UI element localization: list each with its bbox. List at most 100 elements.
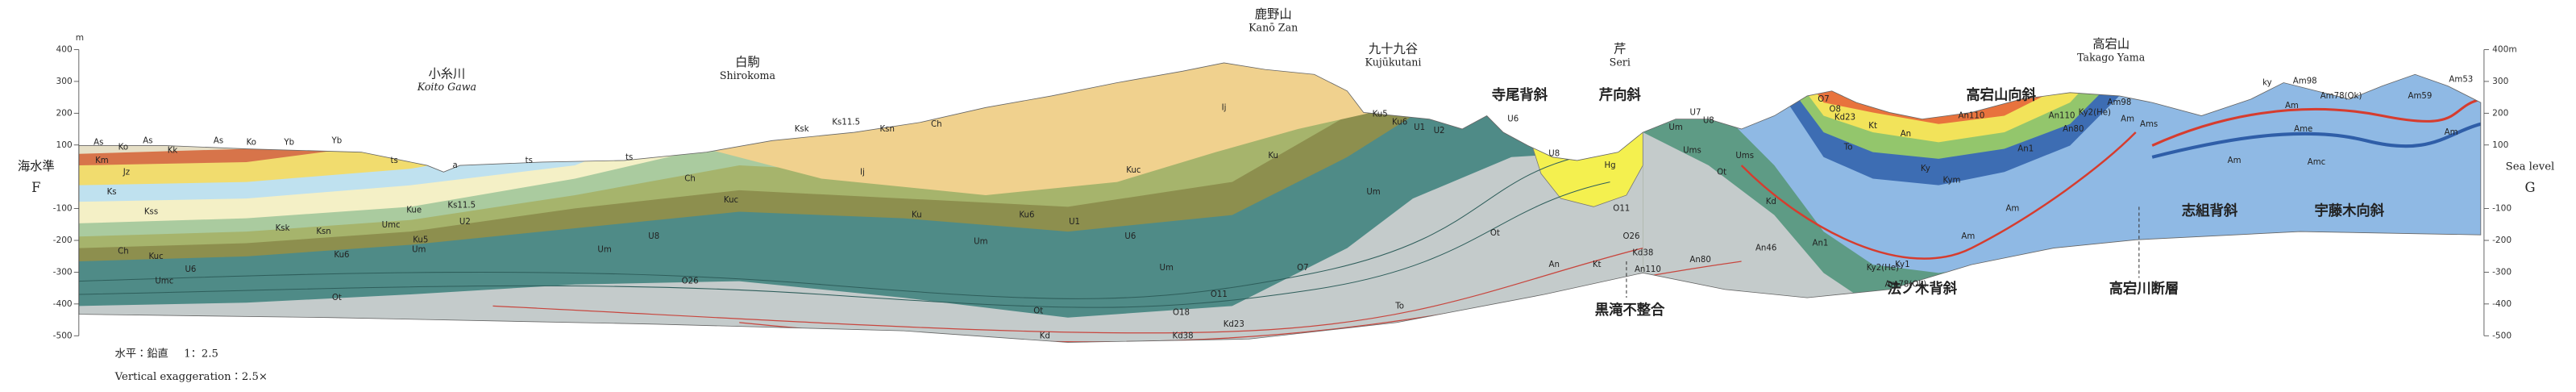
y-tick-label: 300 (2492, 76, 2508, 86)
layer-label: To (1843, 143, 1853, 152)
layer-label: Kd23 (1834, 114, 1855, 123)
place-name-en: Kanō Zan (1249, 21, 1298, 33)
layer-label: U1 (1414, 123, 1425, 132)
layer-label: Um (412, 246, 426, 255)
y-tick-label: -400 (53, 298, 73, 309)
scale-ratio: 1：2.5 (184, 348, 218, 360)
layer-label: Kd38 (1632, 249, 1653, 258)
layer-label: Am53 (2449, 75, 2473, 84)
layer-label: Jz (123, 168, 130, 177)
layer-label: ts (625, 153, 633, 162)
layer-label: Ky (1921, 165, 1930, 173)
layer-label: O7 (1818, 95, 1830, 104)
layer-label: An1 (1812, 239, 1828, 248)
layer-label: An46 (1755, 244, 1776, 253)
layer-label: U8 (1548, 150, 1560, 159)
layer-label: Kt (1868, 122, 1877, 131)
sea-level-label: 海水準 (18, 159, 55, 173)
layer-label: Ame (2294, 125, 2312, 134)
layer-label: Um (1668, 123, 1682, 132)
layer-label: An (1549, 261, 1560, 269)
structure-name: 宇藤木向斜 (2315, 202, 2385, 219)
structure-name: 高宕川断層 (2109, 280, 2179, 297)
layer-label: Ky1 (1895, 261, 1909, 269)
y-tick-label: 200 (2492, 107, 2508, 118)
left-layers (78, 62, 1643, 343)
layer-label: Ku6 (1392, 119, 1407, 127)
place-name: 高宕山 (2092, 36, 2129, 51)
layer-label: Am (2121, 115, 2134, 124)
layer-label: Am (2005, 204, 2019, 213)
layer-label: Ko (118, 143, 128, 152)
y-tick-label: -100 (2492, 203, 2512, 214)
section-end-label: F (31, 180, 40, 195)
layer-label: Um (597, 246, 611, 255)
structure-name: 志組背斜 (2181, 202, 2238, 219)
layer-label: Ums (1683, 147, 1701, 156)
place-name: 白駒 (735, 55, 760, 69)
layer-label: To (1394, 302, 1404, 311)
layer-label: Am (2228, 156, 2242, 165)
layer-label: Km (95, 156, 109, 165)
structure-name: 寺尾背斜 (1492, 86, 1548, 103)
y-tick-label: -200 (53, 235, 73, 245)
layer-label: Ku6 (334, 251, 349, 260)
layer-label: Kd (1766, 198, 1776, 206)
layer-label: Ko (247, 138, 256, 147)
layer-label: Ks (107, 188, 117, 197)
layer-label: Kd38 (1173, 332, 1194, 340)
layer-label: Am78(Ok) (2320, 92, 2362, 101)
place-name-en: Takago Yama (2077, 51, 2146, 63)
place-name-en: Shirokoma (720, 69, 776, 81)
layer-label: Ot (332, 294, 342, 302)
layer-label: An110 (1959, 112, 1985, 121)
layer-label: Kym (1943, 177, 1961, 186)
layer-label: Ot (1717, 168, 1726, 177)
layer-label: U6 (1124, 232, 1136, 241)
layer-label: O11 (1211, 290, 1228, 299)
layer-label: ky (2262, 79, 2272, 88)
layer-label: U6 (185, 265, 196, 274)
layer-label: As (214, 136, 223, 145)
layer-label: Ch (931, 120, 942, 129)
layer-label: As (93, 138, 103, 147)
layer-label: Kt (1593, 261, 1602, 269)
layer-label: Ij (860, 168, 865, 177)
section-end-label: G (2524, 180, 2535, 195)
place-name: 鹿野山 (1255, 6, 1292, 21)
layer-label: An110 (2049, 112, 2075, 121)
layer-label: Umc (155, 277, 173, 286)
y-tick-label: -400 (2492, 298, 2512, 309)
layer-label: An (1901, 130, 1911, 139)
layer-label: U8 (1703, 117, 1714, 126)
layer-label: Ks11.5 (447, 201, 476, 210)
layer-label: Ot (1033, 307, 1043, 315)
layer-label: Ch (118, 248, 129, 256)
layer-label: Ks11.5 (832, 119, 860, 127)
layer-label: Ku (912, 211, 922, 220)
layer-label: Ku5 (1373, 110, 1388, 119)
boundary-line (1740, 131, 2137, 260)
layer-label: Ksk (795, 125, 809, 134)
layer-label: Am98 (2293, 77, 2317, 85)
layer-label: An110 (1635, 265, 1661, 274)
layer-label: U7 (1690, 108, 1701, 117)
scale-exaggeration: Vertical exaggeration：2.5× (114, 371, 268, 383)
y-tick-label: -200 (2492, 235, 2512, 245)
layer-label: O7 (1297, 264, 1309, 273)
layer-label: Kd23 (1224, 320, 1244, 329)
structure-name: 芹向斜 (1598, 86, 1642, 103)
layer-label: An80 (2063, 125, 2084, 134)
layer-label: Hg (1604, 161, 1615, 170)
layer-label: Ot (1490, 229, 1500, 238)
drawing: 400 300 200 100 -100 -200 -300 -400 -500 m 400m 300… (18, 6, 2554, 383)
structure-name: 高宕山向斜 (1966, 86, 2036, 103)
layer-label: Ku6 (1019, 211, 1034, 220)
layer-label: O26 (682, 277, 699, 286)
y-tick-label: 100 (2492, 140, 2508, 150)
layer-label: Kue (406, 206, 422, 215)
layer-label: Umc (382, 221, 401, 230)
